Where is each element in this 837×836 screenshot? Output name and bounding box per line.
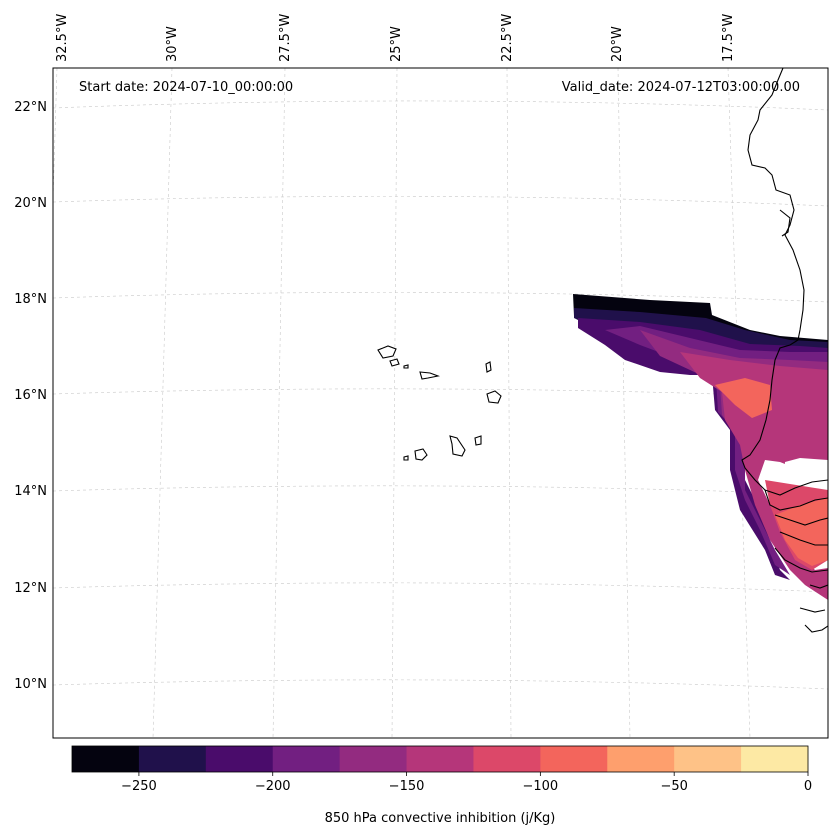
gridline-lon-27.5 <box>272 68 286 738</box>
colorbar-swatch <box>272 746 341 772</box>
colorbar-tick-label: −50 <box>660 779 687 794</box>
gridline-lat-18 <box>53 292 828 303</box>
gridline-lat-12 <box>53 582 828 593</box>
valid-date-label: Valid_date: 2024-07-12T03:00:00.00 <box>562 80 800 95</box>
island-fogo <box>414 448 428 461</box>
colorbar-frame <box>71 745 809 773</box>
island-sao-nicolau <box>419 371 440 380</box>
lat-tick-label: 20°N <box>14 196 47 211</box>
lon-tick-label: 25°W <box>389 26 404 62</box>
island-maio <box>474 435 482 446</box>
guinea-bissau-coast <box>774 514 828 573</box>
colorbar-tick-label: −250 <box>121 779 157 794</box>
start-date-label: Start date: 2024-07-10_00:00:00 <box>79 80 293 95</box>
lon-tick-label: 32.5°W <box>55 14 70 62</box>
map-plot-area <box>53 68 828 738</box>
colorbar-swatches <box>72 746 809 772</box>
cape-verde-islands <box>377 345 502 461</box>
colorbar-swatch <box>607 746 675 772</box>
lat-tick-label: 14°N <box>14 484 47 499</box>
lat-tick-label: 22°N <box>14 100 47 115</box>
gridline-lat-14 <box>53 485 828 496</box>
gridline-lon-30 <box>152 68 173 738</box>
colorbar: −250 −200 −150 −100 −50 0 850 hPa convective … <box>71 745 812 826</box>
island-boa-vista <box>486 390 502 404</box>
cin-level-75-inner <box>715 378 772 418</box>
gridline-lat-16 <box>53 388 828 399</box>
lon-tick-label: 17.5°W <box>721 14 736 62</box>
gridline-lon-20 <box>617 68 631 738</box>
colorbar-tick-label: −150 <box>389 779 425 794</box>
map-frame <box>52 67 829 739</box>
lat-tick-label: 10°N <box>14 677 47 692</box>
gambia-senegal-border <box>764 489 828 511</box>
cin-missing-area <box>784 458 828 484</box>
island-santo-antao <box>377 345 397 359</box>
cin-level-125 <box>680 352 828 600</box>
colorbar-ticks: −250 −200 −150 −100 −50 0 <box>121 772 812 794</box>
lat-tick-label: 16°N <box>14 388 47 403</box>
colorbar-swatch <box>205 746 274 772</box>
lon-tick-labels: 32.5°W 30°W 27.5°W 25°W 22.5°W 20°W 17.5… <box>55 14 736 62</box>
lat-tick-label: 12°N <box>14 581 47 596</box>
lat-tick-label: 18°N <box>14 292 47 307</box>
island-brava <box>403 455 409 461</box>
colorbar-swatch <box>540 746 608 772</box>
gridline-lon-17.5 <box>727 68 751 738</box>
gridline-lat-22 <box>53 100 828 111</box>
banc-arguin-detail <box>779 209 791 237</box>
colorbar-swatch <box>674 746 742 772</box>
island-santa-luzia <box>403 364 409 369</box>
colorbar-tick-label: 0 <box>804 779 812 794</box>
cin-contours <box>573 294 828 600</box>
gridline-lat-20 <box>53 196 828 207</box>
gridline-lat-10 <box>53 679 828 690</box>
island-santiago <box>449 435 466 457</box>
colorbar-swatch <box>741 746 809 772</box>
colorbar-swatch <box>406 746 474 772</box>
colorbar-label: 850 hPa convective inhibition (j/Kg) <box>325 811 556 826</box>
colorbar-swatch <box>138 746 207 772</box>
guinea-coast <box>799 584 828 633</box>
island-sao-vicente <box>389 358 400 367</box>
lon-tick-label: 22.5°W <box>500 14 515 62</box>
gridline-lon-32.5 <box>53 68 58 201</box>
map-background <box>53 68 828 738</box>
lat-tick-labels: 22°N 20°N 18°N 16°N 14°N 12°N 10°N <box>14 100 47 692</box>
west-africa-coastline <box>741 68 828 496</box>
colorbar-swatch <box>339 746 408 772</box>
gridline-lon-22.5 <box>506 68 512 738</box>
colorbar-swatch <box>72 746 140 772</box>
lon-tick-label: 30°W <box>165 26 180 62</box>
island-sal <box>485 361 492 373</box>
lon-tick-label: 27.5°W <box>278 14 293 62</box>
colorbar-swatch <box>473 746 541 772</box>
colorbar-tick-label: −200 <box>255 779 291 794</box>
colorbar-tick-label: −100 <box>523 779 559 794</box>
cin-level-75 <box>775 498 828 566</box>
lon-tick-label: 20°W <box>610 26 625 62</box>
gridline-lon-25 <box>391 68 398 738</box>
